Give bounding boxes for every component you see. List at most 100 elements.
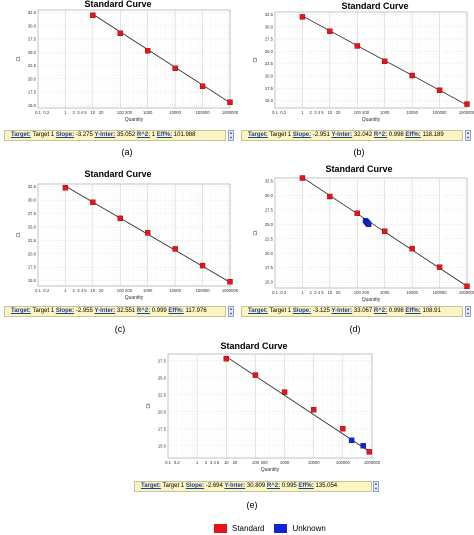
chart-d-point-standard[interactable] xyxy=(354,210,360,217)
stat-eff-label[interactable]: Eff%: xyxy=(405,308,421,314)
chart-a-ytick-label: 20.0 xyxy=(28,76,37,81)
chart-a-point-standard[interactable] xyxy=(172,65,178,71)
chart-e-point-standard[interactable] xyxy=(366,449,372,455)
chart-a-point-standard[interactable] xyxy=(227,99,233,105)
panel-label-b: (b) xyxy=(353,147,365,157)
chart-e-ytick-label: 20.0 xyxy=(158,409,167,414)
chart-a-ytick-label: 15.0 xyxy=(28,103,37,108)
stat-r2-label[interactable]: R^2: xyxy=(373,132,388,138)
stats-spinner-d[interactable]: ▲ ▼ xyxy=(465,306,471,317)
stat-r2-label[interactable]: R^2: xyxy=(136,308,151,314)
stat-yinter-label[interactable]: Y-Inter: xyxy=(331,308,353,314)
stats-spinner-a[interactable]: ▲ ▼ xyxy=(228,130,234,141)
stat-target-label[interactable]: Target: xyxy=(11,308,31,314)
chart-c-xlabel: Quantity xyxy=(125,295,144,301)
chart-c-point-standard[interactable] xyxy=(90,199,96,205)
chart-c-point-standard[interactable] xyxy=(145,230,151,236)
chart-a-point-standard[interactable] xyxy=(117,30,123,37)
chart-c-title: Standard Curve xyxy=(84,169,151,179)
chart-b-point-standard[interactable] xyxy=(354,43,360,49)
chart-a-ylabel: Ct xyxy=(16,56,22,62)
chart-b-point-standard[interactable] xyxy=(464,101,470,107)
chart-b-ytick-label: 25.0 xyxy=(265,49,274,54)
chart-c-ytick-label: 25.0 xyxy=(28,224,37,229)
chart-c-xtick-label: 0.1 xyxy=(35,288,41,293)
stat-r2-label[interactable]: R^2: xyxy=(136,132,151,138)
stats-spinner-c[interactable]: ▲ ▼ xyxy=(228,306,234,317)
chart-a-ytick-label: 27.5 xyxy=(28,37,37,42)
chart-e-point-standard[interactable] xyxy=(252,372,259,378)
chart-c-ytick-label: 22.5 xyxy=(28,238,37,243)
stat-yinter-label[interactable]: Y-Inter: xyxy=(224,483,246,489)
stat-yinter-label[interactable]: Y-Inter: xyxy=(94,132,116,138)
chart-c-point-standard[interactable] xyxy=(172,246,178,252)
stat-eff-label[interactable]: Eff%: xyxy=(405,132,421,138)
stats-spinner-b[interactable]: ▲ ▼ xyxy=(465,130,471,141)
stat-target-label[interactable]: Target: xyxy=(248,308,268,314)
stat-slope-label[interactable]: Slope: xyxy=(185,483,205,489)
chart-c-point-standard[interactable] xyxy=(199,262,206,269)
chart-d-point-standard[interactable] xyxy=(382,228,388,234)
stat-yinter-label[interactable]: Y-Inter: xyxy=(94,308,116,314)
chart-e-point-standard[interactable] xyxy=(340,426,346,432)
stat-r2-label[interactable]: R^2: xyxy=(373,308,388,314)
chart-a-point-standard[interactable] xyxy=(145,48,151,54)
chart-a-point-standard[interactable] xyxy=(199,83,206,89)
chart-d-point-standard[interactable] xyxy=(436,264,443,270)
chart-e-point-standard[interactable] xyxy=(281,389,288,395)
chart-b-point-standard[interactable] xyxy=(299,14,306,20)
stat-slope-label[interactable]: Slope: xyxy=(55,308,75,314)
chart-c-point-standard[interactable] xyxy=(62,185,69,191)
chart-c-xtick-label: 10000 xyxy=(169,288,181,293)
stat-eff-label[interactable]: Eff%: xyxy=(156,132,173,138)
stat-yinter-label[interactable]: Y-Inter: xyxy=(331,132,353,138)
chart-a-xtick-label: 3 4 5 xyxy=(77,110,87,115)
chart-d-point-standard[interactable] xyxy=(464,283,470,289)
chart-e-xtick-label: 0.2 xyxy=(174,460,180,465)
chart-d-ylabel: Ct xyxy=(253,230,259,236)
chart-b-ylabel: Ct xyxy=(253,57,259,63)
chart-c-xtick-label: 100000 xyxy=(196,288,211,293)
chart-c-ytick-label: 15.0 xyxy=(28,278,37,283)
chart-e-point-unknown[interactable] xyxy=(360,443,366,449)
stats-spinner-e[interactable]: ▲ ▼ xyxy=(373,481,379,492)
chart-a-plot-area xyxy=(37,9,231,109)
chart-d-point-standard[interactable] xyxy=(327,193,333,200)
chart-d-xtick-label: 10 xyxy=(328,290,333,295)
chart-c-ylabel: Ct xyxy=(16,232,22,238)
chart-c-xtick-label: 20 xyxy=(99,288,104,293)
chart-b-xtick-label: 10 xyxy=(328,110,333,115)
chart-e-point-standard[interactable] xyxy=(223,356,229,362)
chart-d-point-standard[interactable] xyxy=(299,175,306,181)
chart-d-xtick-label: 10000 xyxy=(406,290,418,295)
chart-e-point-standard[interactable] xyxy=(311,407,317,413)
stat-target-label[interactable]: Target: xyxy=(11,132,31,138)
chart-a-point-standard[interactable] xyxy=(90,12,96,18)
chart-d-point-unknown[interactable] xyxy=(365,221,372,228)
chart-e-ytick-label: 22.5 xyxy=(158,392,167,397)
chart-d-xtick-label: 3 4 5 xyxy=(314,290,324,295)
chart-b-point-standard[interactable] xyxy=(409,72,415,79)
stat-target-label[interactable]: Target: xyxy=(248,132,268,138)
chart-a-xtick-label: 2 xyxy=(73,110,76,115)
stat-slope-label[interactable]: Slope: xyxy=(55,132,75,138)
chart-c-point-standard[interactable] xyxy=(227,279,233,285)
legend-item-unknown: Unknown xyxy=(274,523,326,533)
chart-b-point-standard[interactable] xyxy=(436,87,443,93)
chart-d-title: Standard Curve xyxy=(325,164,392,174)
stat-eff-label[interactable]: Eff%: xyxy=(168,308,184,314)
chart-a-xtick-label: 100000 xyxy=(196,110,211,115)
chart-c-xtick-label: 1 xyxy=(64,288,67,293)
chart-b-point-standard[interactable] xyxy=(382,58,388,64)
stat-eff-label[interactable]: Eff%: xyxy=(298,483,314,489)
chart-e-point-unknown[interactable] xyxy=(348,437,355,444)
stat-target-label[interactable]: Target: xyxy=(141,483,161,489)
stat-slope-label[interactable]: Slope: xyxy=(292,132,312,138)
stat-slope-label[interactable]: Slope: xyxy=(292,308,312,314)
chart-b-point-standard[interactable] xyxy=(327,28,333,34)
stat-r2-value: 0.995 xyxy=(281,483,297,489)
chart-d-point-standard[interactable] xyxy=(409,245,415,252)
chart-e-xtick-label: 100000 xyxy=(336,460,351,465)
chart-c-point-standard[interactable] xyxy=(117,215,123,222)
stat-r2-label[interactable]: R^2: xyxy=(266,483,281,489)
